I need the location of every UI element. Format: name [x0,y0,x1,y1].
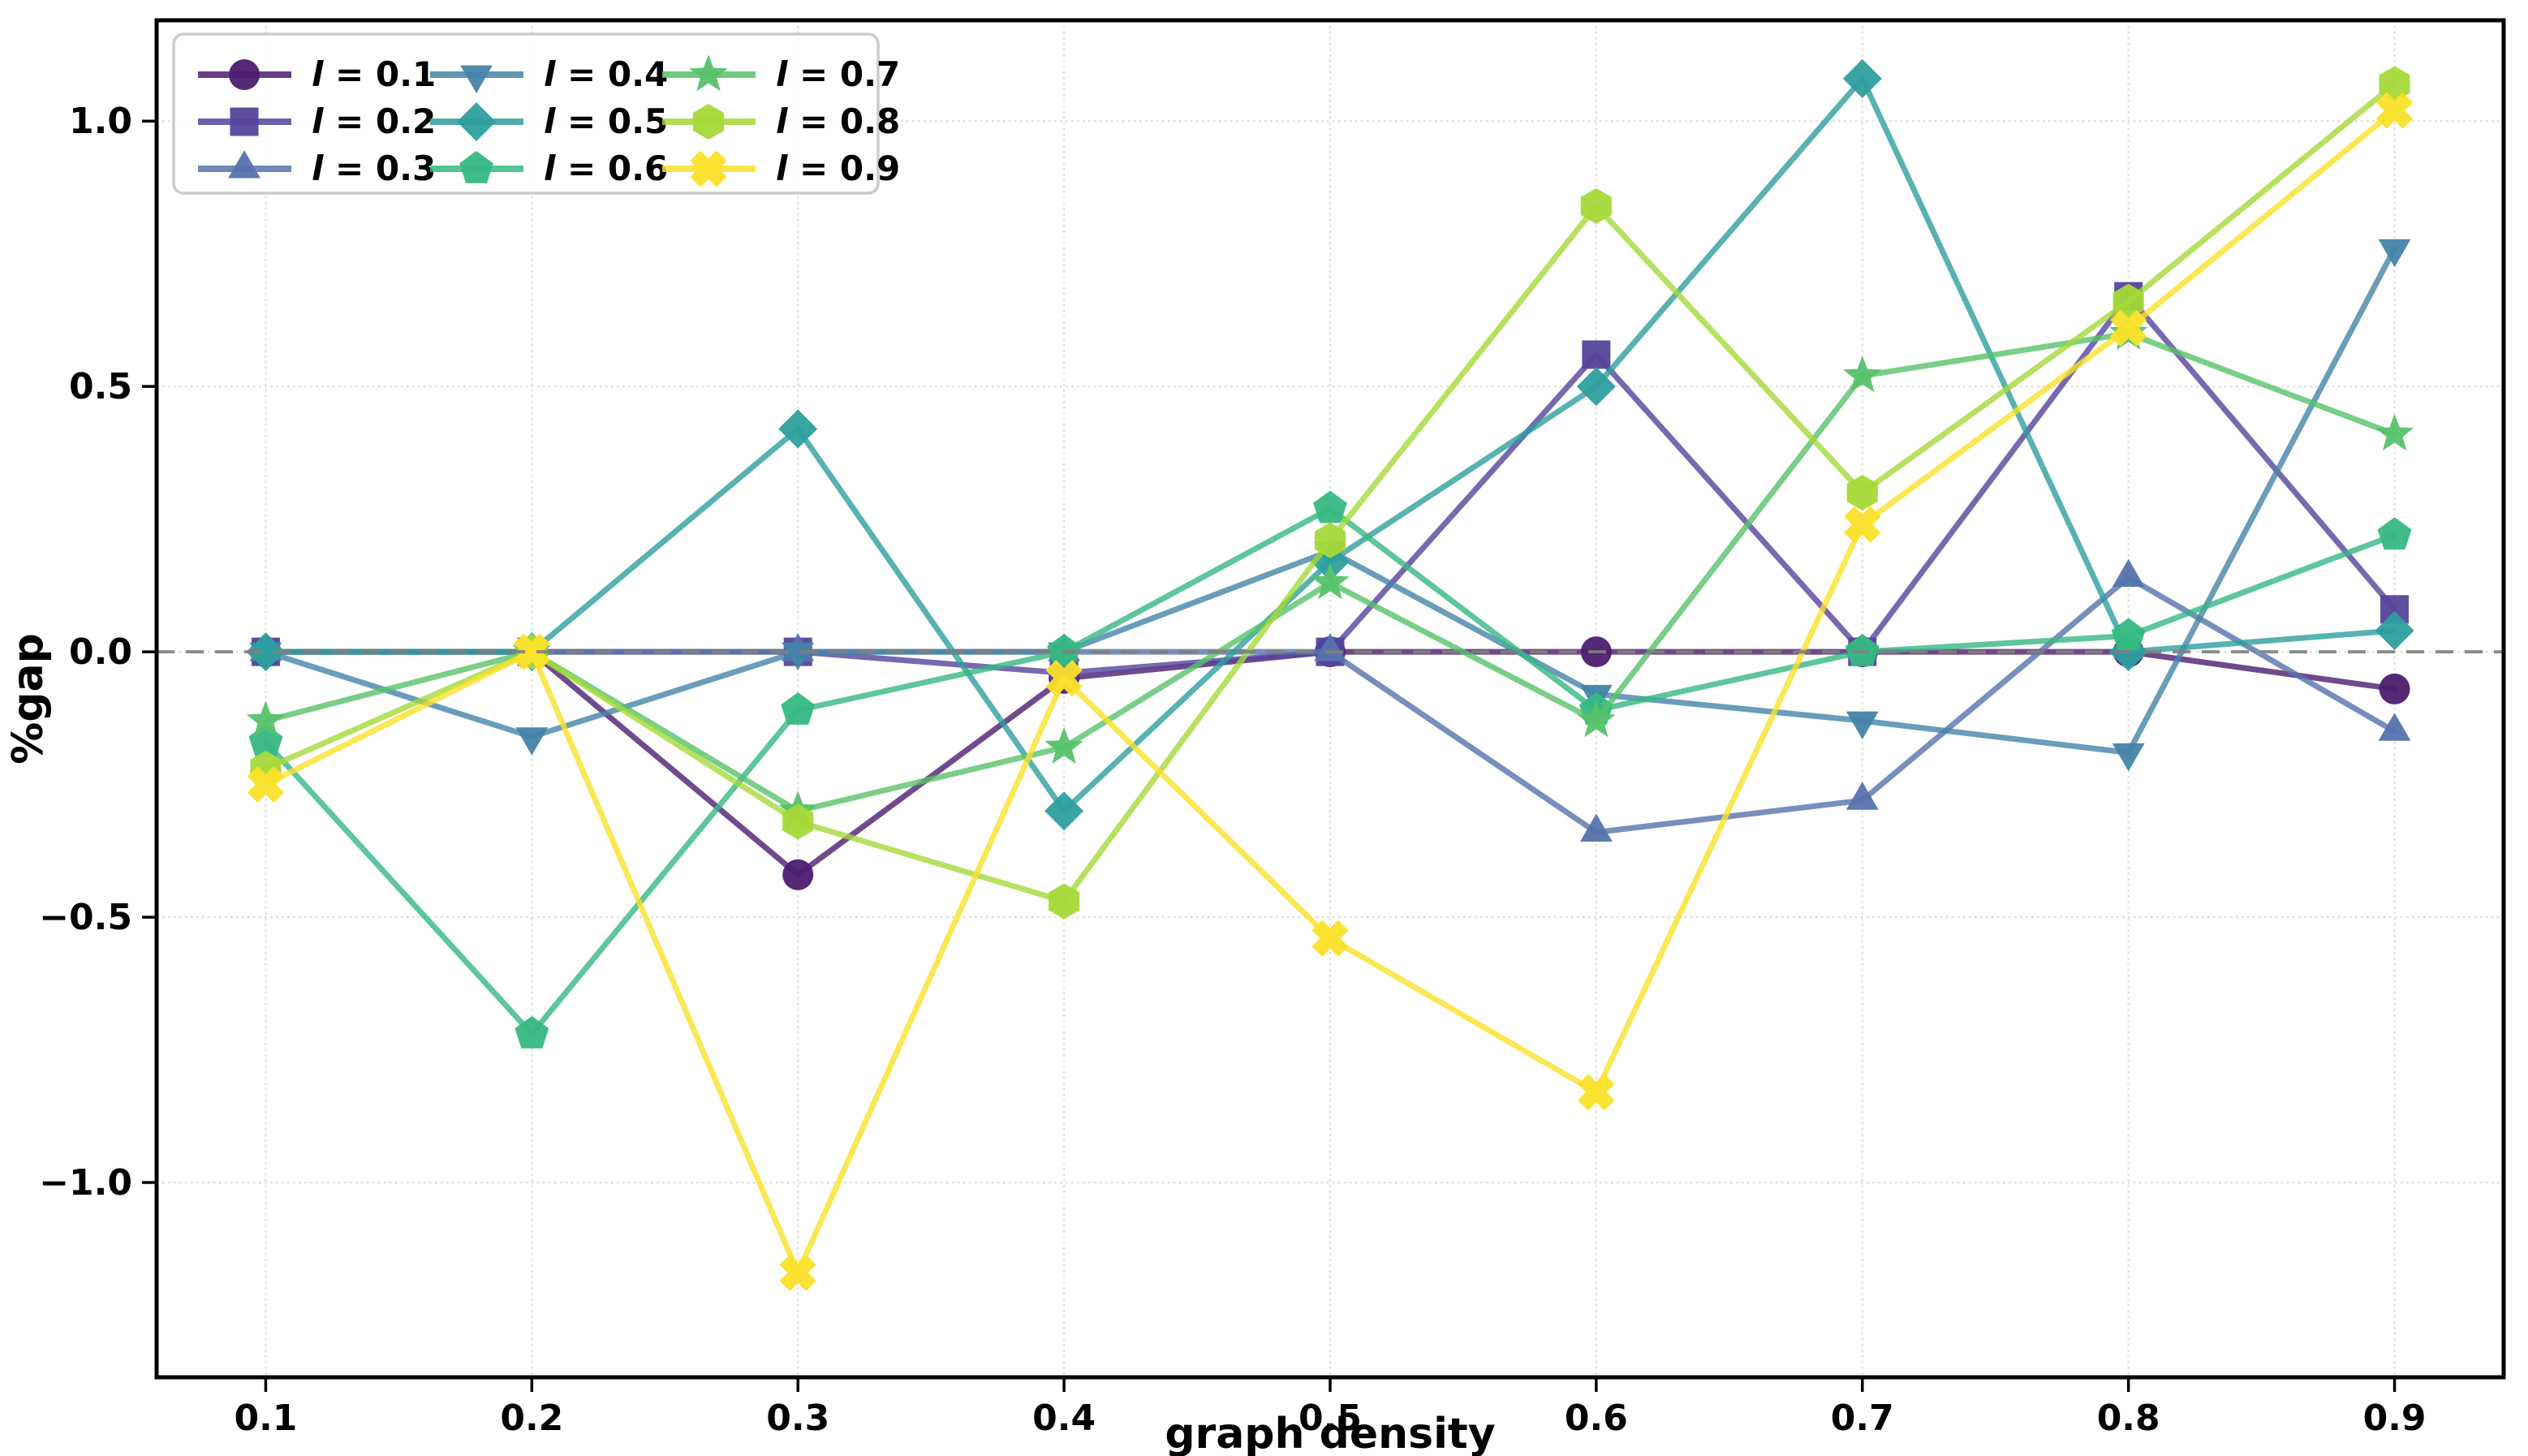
x-tick-label: 0.3 [766,1398,829,1439]
series-group [246,58,2414,1291]
x-axis-label: graph density [1165,1410,1495,1456]
y-tick-label: 1.0 [69,101,132,142]
legend-entry: l = 0.5 [430,101,668,141]
x-tick-label: 0.8 [2097,1398,2160,1439]
legend-entry: l = 0.9 [662,149,900,188]
series-l-0.9 [247,92,2414,1291]
y-tick-label: −0.5 [39,897,132,938]
y-axis-label: %gap [4,633,53,765]
x-tick-label: 0.5 [1298,1398,1362,1439]
legend: l = 0.1 l = 0.2 l = 0.3 l = 0.4 l = 0.5 l = 0… [172,32,900,195]
y-tick-label: −1.0 [39,1162,132,1204]
legend-entry: l = 0.8 [662,101,900,141]
x-tick-label: 0.4 [1032,1398,1096,1439]
legend-entry: l = 0.7 [662,54,900,94]
x-tick-label: 0.1 [234,1398,297,1439]
x-tick-label: 0.6 [1565,1398,1628,1439]
legend-entry: l = 0.2 [198,101,436,141]
y-tick-label: 0.5 [69,366,132,407]
legend-entry: l = 0.6 [430,149,668,188]
y-tick-label: 0.0 [69,631,132,673]
legend-label: l = 0.1 [312,54,436,94]
legend-label: l = 0.4 [544,54,668,94]
legend-label: l = 0.8 [776,101,900,141]
axis-ticks: 0.1 0.2 0.3 0.4 0.5 0.6 0.7 0.8 0.9 1.0 0.5 0.0 −0.5… [39,101,2426,1439]
legend-entry: l = 0.3 [198,149,436,188]
legend-entry: l = 0.4 [430,54,668,94]
legend-label: l = 0.5 [544,101,668,141]
legend-label: l = 0.3 [312,149,436,188]
legend-label: l = 0.7 [776,54,900,94]
legend-label: l = 0.6 [544,149,668,188]
legend-label: l = 0.9 [776,149,900,188]
legend-label: l = 0.2 [312,101,436,141]
legend-entry: l = 0.1 [198,54,436,94]
x-tick-label: 0.9 [2363,1398,2427,1439]
x-tick-label: 0.2 [500,1398,563,1439]
x-tick-label: 0.7 [1831,1398,1894,1439]
